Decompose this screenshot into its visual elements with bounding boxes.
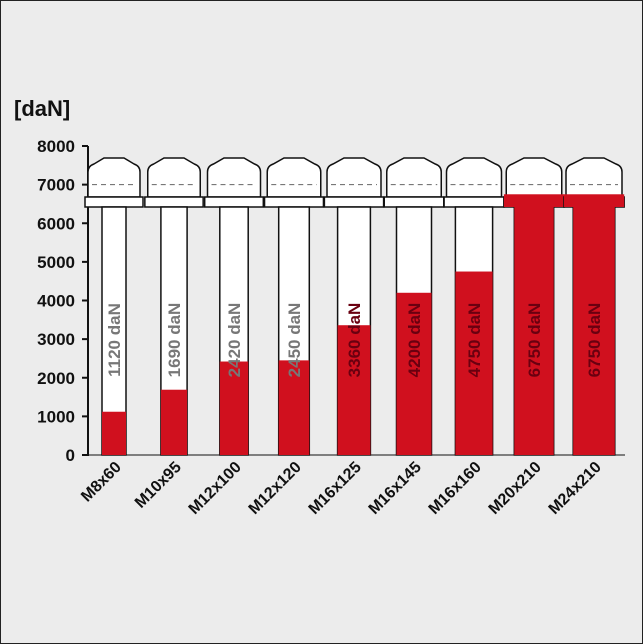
y-tick-label: 3000: [37, 330, 75, 349]
bar: [396, 292, 432, 455]
bolt-head: [386, 157, 442, 198]
bar-head: [503, 194, 565, 207]
y-tick-label: 2000: [37, 369, 75, 388]
bar: [160, 389, 188, 455]
value-label: 4200 daN: [405, 303, 424, 378]
value-label: 6750 daN: [585, 303, 604, 378]
value-label: 2420 daN: [225, 303, 244, 378]
bar: [219, 361, 249, 455]
bolt-head: [505, 157, 563, 198]
bar: [514, 207, 554, 455]
y-tick-label: 7000: [37, 176, 75, 195]
bolt-flange: [84, 196, 144, 208]
y-tick-label: 4000: [37, 292, 75, 311]
value-label: 1120 daN: [105, 303, 124, 377]
y-tick-label: 1000: [37, 407, 75, 426]
value-label: 3360 daN: [345, 303, 364, 378]
bolt-flange: [203, 196, 265, 208]
bar: [102, 411, 126, 455]
value-label: 2450 daN: [285, 303, 304, 378]
value-label: 6750 daN: [525, 303, 544, 378]
bar: [278, 360, 310, 455]
y-tick-label: 6000: [37, 214, 75, 233]
bolt-head: [87, 157, 141, 198]
bolt-flange: [443, 196, 505, 208]
bar: [573, 207, 615, 455]
value-label: 1690 daN: [165, 303, 184, 378]
bolt-head: [147, 157, 201, 198]
y-tick-label: 8000: [37, 137, 75, 156]
bolt-head: [565, 157, 623, 198]
bar: [455, 271, 493, 455]
bar-head: [563, 194, 625, 207]
bolt-head: [326, 157, 382, 198]
value-label: 4750 daN: [465, 303, 484, 378]
bolt-head: [266, 157, 322, 198]
bar: [337, 325, 371, 455]
bolt-flange: [323, 196, 385, 208]
bolt-head: [206, 157, 262, 198]
bolt-flange: [144, 196, 204, 208]
y-tick-label: 5000: [37, 253, 75, 272]
bolt-flange: [263, 196, 325, 208]
bolt-flange: [383, 196, 445, 208]
bolt-head: [445, 157, 503, 198]
y-axis-label: [daN]: [14, 96, 70, 121]
y-tick-label: 0: [66, 446, 75, 465]
